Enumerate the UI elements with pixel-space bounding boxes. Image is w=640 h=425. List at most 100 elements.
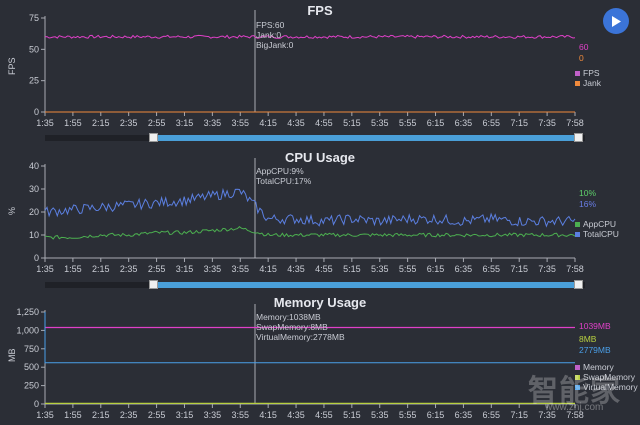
- cpu-legend: AppCPU TotalCPU: [575, 219, 619, 239]
- x-tick-label: 4:55: [315, 264, 333, 274]
- y-tick-label: 0: [34, 399, 39, 409]
- x-tick-label: 1:35: [36, 410, 54, 420]
- x-tick-label: 6:35: [455, 264, 473, 274]
- legend-item-fps[interactable]: FPS: [575, 68, 601, 78]
- x-tick-label: 1:55: [64, 118, 82, 128]
- x-tick-label: 5:55: [399, 264, 417, 274]
- x-tick-label: 1:55: [64, 410, 82, 420]
- series-line-totalcpu: [44, 187, 576, 228]
- y-tick-label: 1,250: [16, 307, 39, 317]
- slider-left-handle[interactable]: [149, 133, 158, 142]
- series-line-fps: [44, 34, 576, 39]
- x-tick-label: 2:55: [148, 118, 166, 128]
- slider-right-handle[interactable]: [574, 133, 583, 142]
- x-tick-label: 4:35: [287, 264, 305, 274]
- x-tick-label: 3:15: [176, 410, 194, 420]
- x-tick-label: 6:55: [483, 410, 501, 420]
- legend-swatch: [575, 375, 580, 381]
- x-tick-label: 5:15: [343, 410, 361, 420]
- slider-range-fill: [154, 135, 577, 141]
- x-tick-label: 7:15: [510, 264, 528, 274]
- legend-label: Jank: [583, 78, 601, 88]
- x-tick-label: 2:35: [120, 118, 138, 128]
- legend-label: SwapMemory: [583, 372, 635, 382]
- x-tick-label: 6:55: [483, 264, 501, 274]
- x-tick-label: 4:35: [287, 410, 305, 420]
- x-tick-label: 3:35: [204, 410, 222, 420]
- fps-chart: 0 25 50 75 1:35 1:55 2:15 2:35 2:55 3:15 3:35 3:55 4…: [29, 10, 584, 128]
- legend-swatch: [575, 81, 580, 87]
- y-tick-label: 20: [29, 207, 39, 217]
- x-tick-label: 3:35: [204, 264, 222, 274]
- y-tick-label: 0: [34, 253, 39, 263]
- x-tick-label: 7:58: [566, 118, 584, 128]
- x-tick-label: 7:58: [566, 264, 584, 274]
- x-tick-label: 2:55: [148, 264, 166, 274]
- cpu-chart: 0 10 20 30 40 1:35 1:55 2:15 2:35 2:55 3:15 3:35 3:5…: [29, 158, 584, 274]
- fps-range-slider[interactable]: [45, 133, 585, 142]
- y-tick-label: 75: [29, 13, 39, 23]
- fps-current-value: 60: [579, 42, 589, 52]
- x-tick-label: 3:55: [231, 118, 249, 128]
- x-tick-label: 6:55: [483, 118, 501, 128]
- legend-item-jank[interactable]: Jank: [575, 78, 601, 88]
- totalcpu-cursor-line: TotalCPU:17%: [256, 176, 312, 186]
- totalcpu-current-value: 16%: [579, 199, 597, 209]
- bigjank-cursor-line: BigJank:0: [256, 40, 294, 50]
- x-tick-label: 1:35: [36, 118, 54, 128]
- legend-item-memory[interactable]: Memory: [575, 362, 638, 372]
- legend-label: TotalCPU: [583, 229, 619, 239]
- x-tick-label: 1:35: [36, 264, 54, 274]
- x-tick-label: 2:35: [120, 410, 138, 420]
- x-tick-label: 3:15: [176, 118, 194, 128]
- x-tick-label: 6:15: [427, 264, 445, 274]
- y-tick-label: 0: [34, 107, 39, 117]
- x-tick-label: 5:55: [399, 118, 417, 128]
- swapmemory-current-value: 8MB: [579, 334, 597, 344]
- x-tick-label: 5:35: [371, 118, 389, 128]
- memory-cursor-readout: Memory:1038MB SwapMemory:8MB VirtualMemo…: [256, 312, 345, 342]
- x-tick-label: 5:35: [371, 410, 389, 420]
- series-line-appcpu: [44, 226, 576, 240]
- swapmemory-cursor-line: SwapMemory:8MB: [256, 322, 328, 332]
- slider-left-handle[interactable]: [149, 280, 158, 289]
- memory-chart-title: Memory Usage: [273, 295, 367, 310]
- x-tick-label: 7:35: [538, 410, 556, 420]
- fps-cursor-readout: FPS:60 Jank:0 BigJank:0: [256, 20, 293, 50]
- x-tick-label: 3:55: [231, 264, 249, 274]
- x-tick-label: 6:35: [455, 118, 473, 128]
- appcpu-cursor-line: AppCPU:9%: [256, 166, 304, 176]
- x-tick-label: 5:55: [399, 410, 417, 420]
- appcpu-current-value: 10%: [579, 188, 597, 198]
- legend-item-totalcpu[interactable]: TotalCPU: [575, 229, 619, 239]
- x-tick-label: 7:15: [510, 118, 528, 128]
- x-tick-label: 6:15: [427, 410, 445, 420]
- x-tick-label: 1:55: [64, 264, 82, 274]
- x-tick-label: 6:35: [455, 410, 473, 420]
- x-tick-label: 3:55: [231, 410, 249, 420]
- legend-swatch: [575, 71, 580, 77]
- y-tick-label: 1,000: [16, 325, 39, 335]
- x-tick-label: 7:35: [538, 118, 556, 128]
- legend-item-appcpu[interactable]: AppCPU: [575, 219, 619, 229]
- x-tick-label: 4:55: [315, 410, 333, 420]
- x-tick-label: 5:15: [343, 118, 361, 128]
- watermark-logo: 智能家: [528, 375, 621, 408]
- play-button[interactable]: [603, 8, 629, 34]
- series-line-virtualmemory: [44, 312, 575, 364]
- legend-item-swapmemory[interactable]: SwapMemory: [575, 372, 638, 382]
- x-tick-label: 3:35: [204, 118, 222, 128]
- x-tick-label: 2:55: [148, 410, 166, 420]
- legend-label: AppCPU: [583, 219, 617, 229]
- jank-cursor-line: Jank:0: [256, 30, 282, 40]
- watermark-url: www.znj.com: [545, 402, 604, 413]
- y-tick-label: 250: [24, 381, 39, 391]
- y-tick-label: 40: [29, 161, 39, 171]
- legend-label: FPS: [583, 68, 600, 78]
- x-tick-label: 2:15: [92, 118, 110, 128]
- slider-right-handle[interactable]: [574, 280, 583, 289]
- legend-item-virtualmemory[interactable]: VirtualMemory: [575, 382, 638, 392]
- slider-range-fill: [154, 282, 577, 288]
- cpu-range-slider[interactable]: [45, 280, 585, 289]
